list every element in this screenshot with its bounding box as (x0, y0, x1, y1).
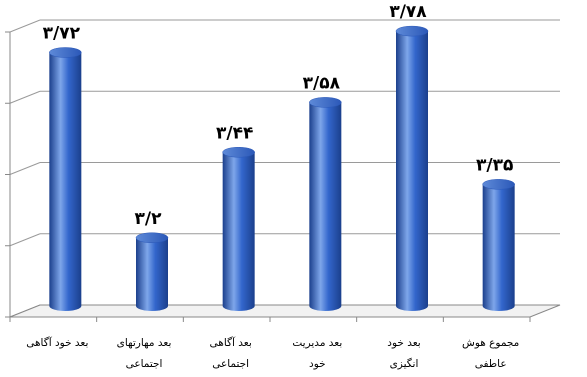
gridline-side (9, 162, 41, 175)
bar-body (396, 31, 428, 311)
bar-top (135, 232, 169, 243)
gridline-side (9, 90, 41, 104)
gridlines (9, 19, 560, 318)
gridline-side (9, 19, 41, 33)
category-label-5-line-1: بعد خود (387, 337, 420, 349)
bar-body (136, 237, 168, 311)
bars (49, 25, 515, 311)
bar-6 (482, 179, 515, 311)
category-label-6-line-2: عاطفی (475, 358, 507, 370)
value-label-4: ۳/۵۸ (303, 73, 341, 93)
category-labels: بعد خود آگاهی بعد مهارتهای اجتماعی بعد آگاه… (26, 336, 519, 370)
value-label-3: ۳/۴۴ (216, 123, 253, 143)
category-label-2-line-2: اجتماعی (126, 358, 163, 370)
category-label-4-line-1: بعد مدیریت (292, 337, 342, 349)
category-label-1-line-1: بعد خود آگاهی (26, 336, 88, 349)
category-label-3-line-1: بعد آگاهی (210, 336, 252, 349)
value-labels: ۳/۷۲ ۳/۲ ۳/۴۴ ۳/۵۸ ۳/۷۸ ۳/۳۵ (43, 2, 514, 229)
bar-1 (49, 47, 82, 311)
value-label-1: ۳/۷۲ (43, 24, 81, 44)
bar-top (49, 47, 82, 58)
floor (9, 304, 561, 318)
bar-top (482, 179, 515, 190)
value-label-2: ۳/۲ (135, 209, 163, 229)
category-label-5-line-2: انگیزی (390, 357, 419, 370)
bar-2 (135, 232, 169, 311)
value-label-5: ۳/۷۸ (389, 2, 427, 22)
gridline-side (9, 233, 41, 247)
bar-top (395, 25, 429, 37)
bar-top (222, 147, 255, 158)
bar-body (49, 52, 82, 311)
bar-body (482, 184, 515, 311)
axes (5, 31, 561, 322)
category-label-2-line-1: بعد مهارتهای (117, 337, 172, 349)
bar-body (309, 102, 342, 311)
bar-5 (395, 25, 429, 311)
bar-top (309, 97, 342, 108)
bar-3 (222, 147, 255, 311)
category-label-3-line-2: اجتماعی (212, 358, 249, 370)
category-label-4-line-2: خود (309, 358, 326, 370)
bar-body (222, 152, 255, 311)
value-label-6: ۳/۳۵ (476, 155, 513, 175)
bar-4 (309, 97, 342, 311)
category-label-6-line-1: مجموع هوش (462, 337, 519, 349)
